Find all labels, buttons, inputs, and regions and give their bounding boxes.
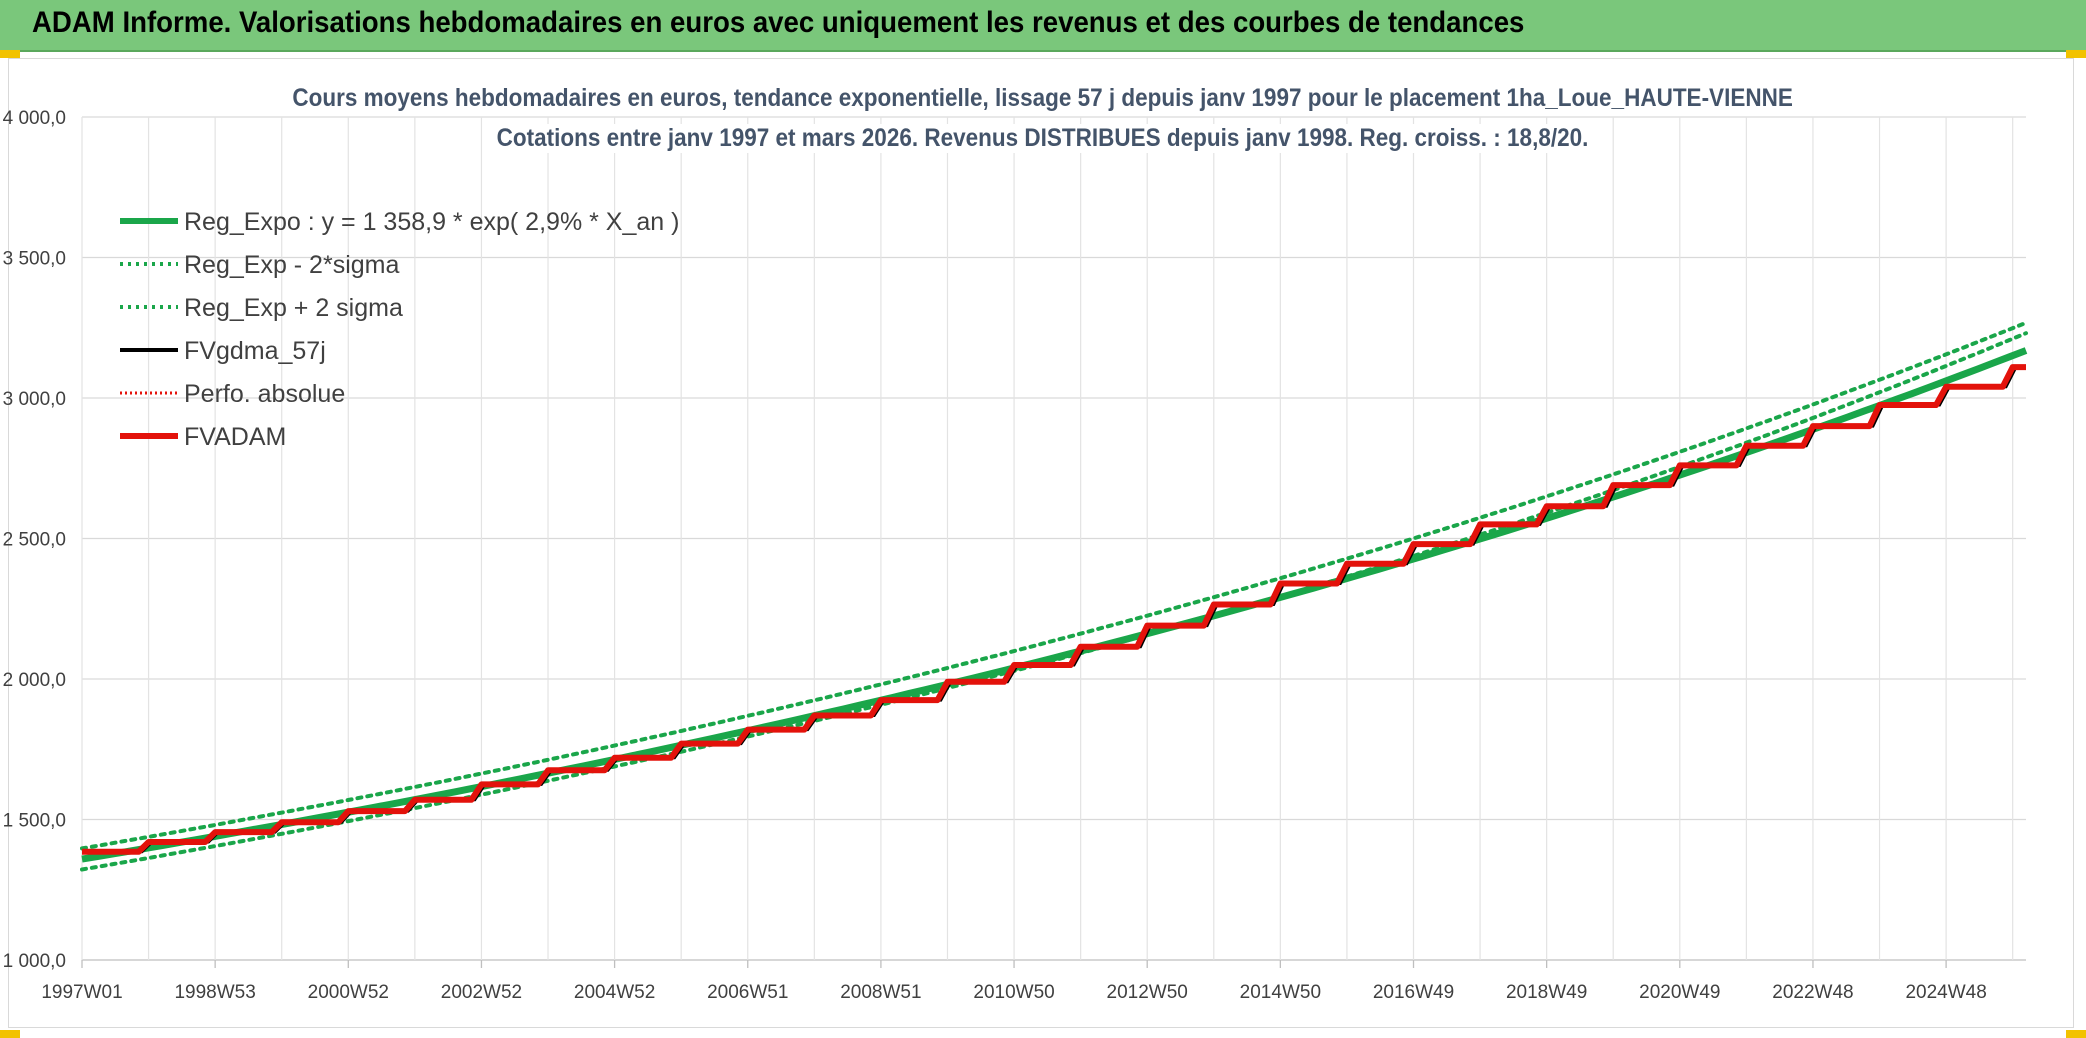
legend-label: FVgdma_57j bbox=[184, 337, 326, 365]
report-title: ADAM Informe. Valorisations hebdomadaire… bbox=[32, 6, 1525, 39]
legend-label: Reg_Exp + 2 sigma bbox=[184, 294, 403, 322]
x-tick-label: 2020W49 bbox=[1639, 982, 1720, 1003]
x-tick-label: 1997W01 bbox=[41, 982, 122, 1003]
series-line-fvgdma bbox=[82, 365, 2026, 854]
chart-subtitle: Cotations entre janv 1997 et mars 2026. … bbox=[0, 124, 2086, 153]
x-tick-label: 2014W50 bbox=[1240, 982, 1321, 1003]
x-tick-label: 2008W51 bbox=[840, 982, 921, 1003]
x-tick-label: 1998W53 bbox=[174, 982, 255, 1003]
x-tick-label: 2012W50 bbox=[1107, 982, 1188, 1003]
legend-label: Reg_Expo : y = 1 358,9 * exp( 2,9% * X_a… bbox=[184, 208, 679, 236]
chart-title-text: Cours moyens hebdomadaires en euros, ten… bbox=[285, 84, 1801, 113]
x-tick-label: 2006W51 bbox=[707, 982, 788, 1003]
x-tick-label: 2004W52 bbox=[574, 982, 655, 1003]
x-tick-label: 2018W49 bbox=[1506, 982, 1587, 1003]
series-line-reg-expo bbox=[81, 347, 2028, 863]
corner-marker bbox=[0, 1030, 20, 1038]
chart-subtitle-text: Cotations entre janv 1997 et mars 2026. … bbox=[489, 124, 1597, 153]
chart-frame bbox=[8, 58, 2074, 1028]
report-banner: ADAM Informe. Valorisations hebdomadaire… bbox=[0, 0, 2086, 52]
legend-label: Perfo. absolue bbox=[184, 380, 345, 408]
series-line-lower-band bbox=[80, 331, 2028, 872]
x-tick-label: 2010W50 bbox=[973, 982, 1054, 1003]
corner-marker bbox=[0, 50, 20, 58]
corner-marker bbox=[2066, 50, 2086, 58]
chart-title: Cours moyens hebdomadaires en euros, ten… bbox=[0, 84, 2086, 113]
y-tick-label: 3 000,0 bbox=[3, 389, 66, 410]
y-tick-label: 4 000,0 bbox=[3, 108, 66, 129]
y-tick-label: 2 500,0 bbox=[3, 530, 66, 551]
legend-label: Reg_Exp - 2*sigma bbox=[184, 251, 399, 279]
x-tick-label: 2000W52 bbox=[308, 982, 389, 1003]
y-tick-label: 3 500,0 bbox=[3, 249, 66, 270]
legend-label: FVADAM bbox=[184, 423, 286, 451]
series-line-fvadam bbox=[82, 364, 2026, 855]
x-tick-label: 2016W49 bbox=[1373, 982, 1454, 1003]
y-tick-label: 2 000,0 bbox=[3, 670, 66, 691]
y-tick-label: 1 000,0 bbox=[3, 951, 66, 972]
corner-marker bbox=[2066, 1030, 2086, 1038]
x-tick-label: 2022W48 bbox=[1772, 982, 1853, 1003]
y-tick-label: 1 500,0 bbox=[3, 811, 66, 832]
x-tick-label: 2002W52 bbox=[441, 982, 522, 1003]
series-line-upper-band bbox=[80, 320, 2028, 851]
x-tick-label: 2024W48 bbox=[1905, 982, 1986, 1003]
